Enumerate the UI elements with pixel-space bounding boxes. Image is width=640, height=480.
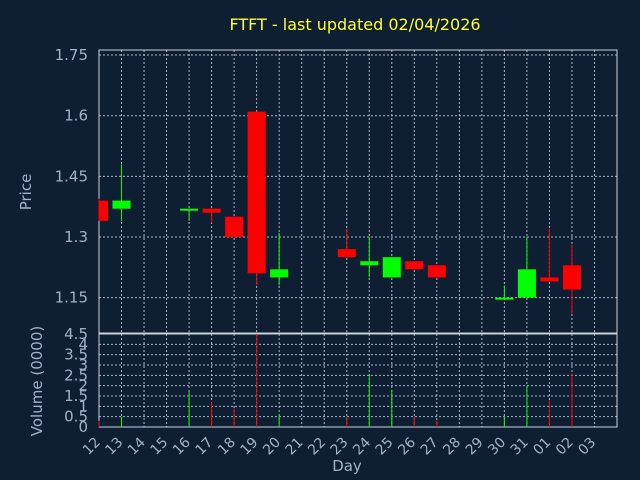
candle [247,111,266,286]
x-tick-label: 02 [553,435,577,459]
volume-bars [98,334,573,427]
candle [540,228,559,282]
price-y-tick-label: 1.75 [55,46,88,64]
candle [225,216,244,237]
candle-body [247,111,266,274]
x-tick-label: 31 [508,435,532,459]
price-y-tick-label: 1.15 [55,289,88,307]
candle [180,208,199,221]
candle-body [405,261,424,270]
volume-y-tick-label: 3.5 [64,346,88,364]
candle [562,245,581,314]
volume-y-tick-label: 1 [78,397,88,415]
candle-body [337,249,356,258]
volume-y-ticks: 00.511.522.533.544.5 [64,325,88,436]
x-tick-label: 16 [170,434,194,458]
volume-y-tick-label: 0.5 [64,408,88,426]
x-tick-label: 30 [485,435,509,459]
candle [202,208,221,223]
volume-y-tick-label: 3 [78,356,88,374]
candle-body [540,277,559,282]
candle [517,236,536,298]
x-tick-label: 01 [530,435,554,459]
x-tick-label: 21 [283,435,307,459]
x-tick-label: 25 [373,435,397,459]
candle [495,285,514,300]
volume-y-tick-label: 4.5 [64,325,88,343]
volume-y-tick-label: 4 [78,335,88,353]
candle [382,257,401,278]
price-candles [98,111,581,314]
x-tick-label: 13 [102,435,126,459]
candle-body [225,216,244,237]
x-tick-label: 03 [575,435,599,459]
x-tick-label: 20 [260,435,284,459]
x-axis-label: Day [332,457,362,475]
price-y-ticks: 1.15 1.3 1.45 1.6 1.75 [55,46,88,307]
candle-body [562,265,581,290]
x-tick-label: 18 [215,435,239,459]
candle [112,164,131,221]
candle [405,261,424,270]
x-tick-label: 29 [463,435,487,459]
x-tick-label: 19 [238,435,262,459]
volume-y-tick-label: 1.5 [64,387,88,405]
x-tick-label: 27 [418,435,442,459]
candle [427,265,446,278]
x-ticks: 1213141516171819202122232425262728293031… [80,434,599,458]
x-tick-label: 26 [395,434,419,458]
x-tick-label: 23 [328,435,352,459]
chart-title: FTFT - last updated 02/04/2026 [229,15,480,34]
candle-body [360,261,379,266]
x-tick-label: 24 [350,434,374,458]
x-tick-label: 14 [125,434,149,458]
candle-body [382,257,401,278]
price-y-tick-label: 1.45 [55,167,88,185]
x-tick-label: 22 [305,435,329,459]
candle-body [99,200,109,221]
price-y-label: Price [17,174,35,211]
x-tick-label: 12 [80,435,104,459]
candle-body [270,269,289,278]
x-tick-label: 28 [440,435,464,459]
price-y-tick-label: 1.3 [64,228,88,246]
candle-body [202,208,221,213]
candle-body [112,200,131,209]
candle [360,236,379,278]
candle-body [495,297,514,300]
x-tick-label: 17 [193,435,217,459]
volume-plot-area [98,333,618,428]
candle [337,228,356,258]
price-plot-area [98,49,618,334]
candle-body [180,208,199,211]
volume-y-label: Volume (0000) [28,326,46,436]
candle [98,198,109,221]
volume-y-tick-label: 0 [78,418,88,436]
x-tick-label: 15 [147,435,171,459]
candle-body [517,269,536,298]
candle-body [427,265,446,278]
price-y-tick-label: 1.6 [64,107,88,125]
volume-y-tick-label: 2 [78,377,88,395]
volume-y-tick-label: 2.5 [64,366,88,384]
candle [270,232,289,286]
